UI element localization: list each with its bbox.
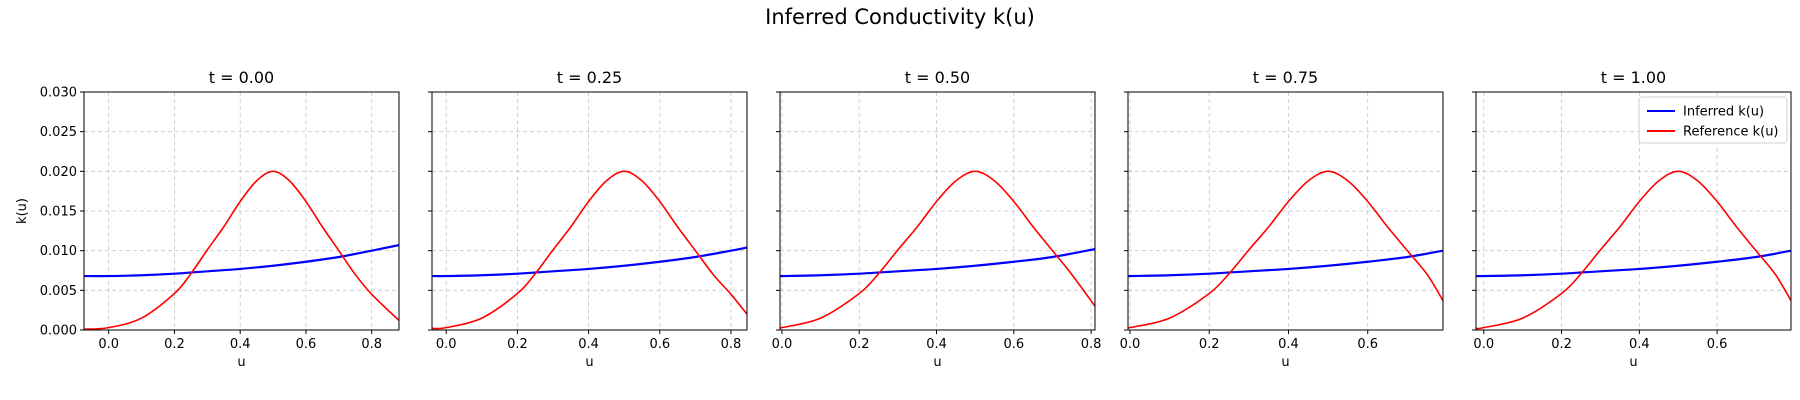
legend-box [1638, 96, 1788, 144]
x-tick-label: 0.8 [721, 337, 742, 352]
y-tick-label: 0.005 [40, 284, 77, 299]
x-tick-label: 0.6 [1357, 337, 1378, 352]
panel-title: t = 0.50 [905, 68, 970, 87]
x-tick-label: 0.6 [1003, 337, 1024, 352]
x-tick-label: 0.8 [361, 337, 382, 352]
panel-title: t = 0.25 [557, 68, 622, 87]
x-tick-label: 0.8 [1081, 337, 1102, 352]
x-tick-label: 0.4 [230, 337, 251, 352]
x-axis-label: u [1281, 355, 1289, 370]
plot-frame [1127, 91, 1444, 331]
panel-title: t = 1.00 [1601, 68, 1666, 87]
plot-frame [431, 91, 748, 331]
x-tick-label: 0.4 [1278, 337, 1299, 352]
y-tick-label: 0.025 [40, 125, 77, 140]
x-tick-label: 0.2 [849, 337, 870, 352]
series-line-reference [432, 170, 747, 330]
x-tick-label: 0.0 [98, 337, 119, 352]
x-tick-label: 0.0 [1120, 337, 1141, 352]
y-tick-label: 0.015 [40, 205, 77, 220]
plot-frame [83, 91, 400, 331]
panel-title: t = 0.00 [209, 68, 274, 87]
series-line-inferred [1128, 249, 1443, 278]
legend-label: Inferred k(u) [1683, 105, 1764, 120]
x-axis-label: u [933, 355, 941, 370]
x-axis-label: u [585, 355, 593, 370]
y-tick-label: 0.010 [40, 244, 77, 259]
x-tick-label: 0.0 [1473, 337, 1494, 352]
panel-2: 0.0 0.2 0.4 0.6 0.8 t = 0.50 u [772, 68, 1102, 370]
y-tick-label: 0.030 [40, 86, 77, 101]
x-tick-label: 0.4 [1629, 337, 1650, 352]
series-line-inferred [780, 247, 1095, 278]
series-line-reference [1128, 170, 1443, 329]
x-tick-label: 0.4 [578, 337, 599, 352]
series-line-reference [84, 170, 399, 330]
x-tick-label: 0.2 [164, 337, 185, 352]
series-line-reference [1476, 170, 1791, 330]
plot-frame [779, 91, 1096, 331]
y-tick-label: 0.020 [40, 165, 77, 180]
y-axis-label: k(u) [15, 198, 30, 224]
y-tick-label: 0.000 [40, 324, 77, 339]
legend: Inferred k(u) Reference k(u) [1638, 96, 1788, 144]
x-tick-label: 0.6 [649, 337, 670, 352]
series-line-inferred [1476, 249, 1791, 278]
x-tick-label: 0.2 [1551, 337, 1572, 352]
series-line-reference [780, 170, 1095, 329]
plot-frame [1475, 91, 1792, 331]
panel-1: 0.0 0.2 0.4 0.6 0.8 t = 0.25 u [428, 68, 748, 370]
x-tick-label: 0.6 [296, 337, 317, 352]
x-tick-label: 0.2 [507, 337, 528, 352]
figure-title: Inferred Conductivity k(u) [765, 5, 1035, 29]
x-tick-label: 0.4 [926, 337, 947, 352]
panel-title: t = 0.75 [1253, 68, 1318, 87]
series-line-inferred [432, 246, 747, 278]
panel-3: 0.0 0.2 0.4 0.6 t = 0.75 u [1120, 68, 1444, 370]
x-tick-label: 0.0 [436, 337, 457, 352]
x-tick-label: 0.0 [772, 337, 793, 352]
x-tick-label: 0.6 [1707, 337, 1728, 352]
series-line-inferred [84, 244, 399, 278]
x-tick-label: 0.2 [1199, 337, 1220, 352]
x-axis-label: u [1629, 355, 1637, 370]
legend-label: Reference k(u) [1683, 125, 1779, 140]
x-axis-label: u [237, 355, 245, 370]
panel-0: 0.000 0.005 0.010 0.015 0.020 0.025 0.030 0.0 0.… [15, 68, 400, 370]
